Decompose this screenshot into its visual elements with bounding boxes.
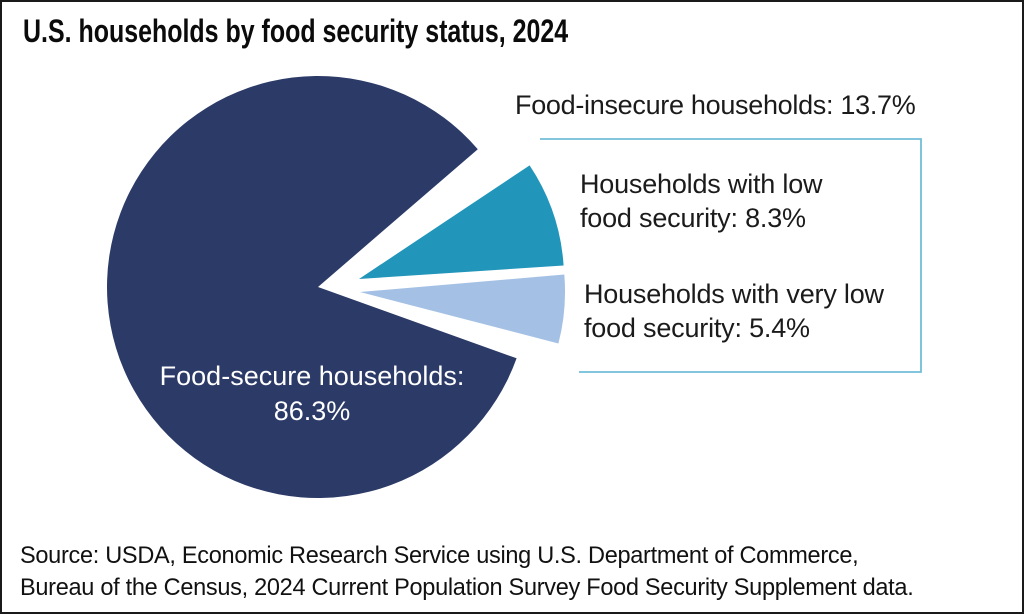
callout-item-low-food-security: Households with low food security: 8.3% (580, 167, 823, 235)
source-note: Source: USDA, Economic Research Service … (20, 540, 914, 604)
chart-title: U.S. households by food security status,… (23, 13, 569, 49)
pie-slice-low-food-security (359, 165, 564, 279)
callout-item-line: Households with low (580, 169, 823, 199)
callout-item-very-low-food-security: Households with very low food security: … (584, 277, 884, 345)
source-note-line: Source: USDA, Economic Research Service … (20, 542, 859, 569)
callout-item-line: Households with very low (584, 279, 884, 309)
pie-slice-label-line: 86.3% (273, 396, 351, 426)
pie-slice-label-line: Food-secure households: (159, 361, 465, 391)
food-insecure-group-label: Food-insecure households: 13.7% (515, 90, 916, 120)
source-note-line: Bureau of the Census, 2024 Current Popul… (20, 574, 914, 601)
callout-item-line: food security: 8.3% (580, 203, 806, 233)
pie-slice-label-food-secure: Food-secure households: 86.3% (160, 359, 465, 429)
callout-item-line: food security: 5.4% (584, 313, 810, 343)
pie-slice-very-low-food-security (360, 274, 566, 344)
pie-slice-food-secure (107, 75, 517, 498)
